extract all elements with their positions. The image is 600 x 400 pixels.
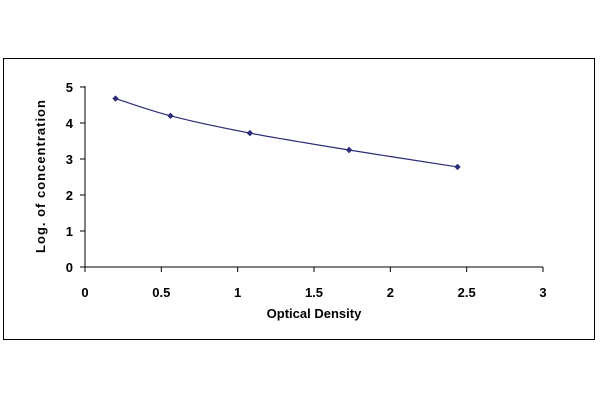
x-tick-label: 0 — [81, 285, 88, 300]
y-axis-ticks: 0 1 2 3 4 5 — [66, 80, 85, 275]
x-tick-label: 2 — [387, 285, 394, 300]
x-axis-ticks: 0 0.5 1 1.5 2 2.5 3 — [81, 267, 547, 300]
x-tick-label: 2.5 — [458, 285, 476, 300]
y-tick-label: 1 — [66, 224, 73, 239]
data-point — [345, 146, 353, 154]
x-tick-label: 1 — [234, 285, 241, 300]
y-tick-label: 0 — [66, 260, 73, 275]
y-tick-label: 5 — [66, 80, 73, 95]
x-axis-title: Optical Density — [267, 306, 362, 321]
x-tick-label: 1.5 — [305, 285, 323, 300]
y-tick-label: 4 — [66, 116, 74, 131]
y-tick-label: 2 — [66, 188, 73, 203]
chart-frame — [3, 58, 595, 340]
y-tick-label: 3 — [66, 152, 73, 167]
series-line — [115, 97, 458, 168]
y-axis-title: Log. of concentration — [33, 99, 48, 253]
data-point — [167, 112, 174, 119]
x-tick-label: 3 — [539, 285, 546, 300]
x-tick-label: 0.5 — [152, 285, 170, 300]
data-point — [454, 163, 461, 171]
data-points — [112, 95, 461, 171]
data-point — [246, 129, 254, 137]
data-point — [112, 95, 119, 102]
